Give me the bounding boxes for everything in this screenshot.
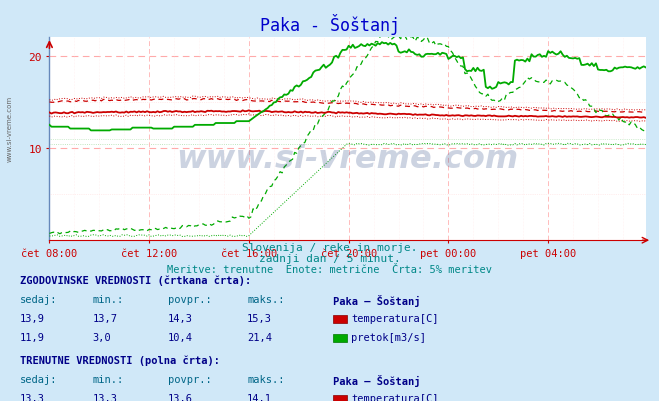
Text: sedaj:: sedaj: — [20, 374, 57, 384]
Text: maks.:: maks.: — [247, 374, 285, 384]
Text: 21,4: 21,4 — [247, 332, 272, 342]
Text: Paka – Šoštanj: Paka – Šoštanj — [333, 374, 420, 386]
Text: Meritve: trenutne  Enote: metrične  Črta: 5% meritev: Meritve: trenutne Enote: metrične Črta: … — [167, 264, 492, 274]
Text: min.:: min.: — [92, 294, 123, 304]
Text: maks.:: maks.: — [247, 294, 285, 304]
Text: 13,7: 13,7 — [92, 313, 117, 323]
Text: 14,1: 14,1 — [247, 393, 272, 401]
Text: sedaj:: sedaj: — [20, 294, 57, 304]
Text: 14,3: 14,3 — [168, 313, 193, 323]
Text: povpr.:: povpr.: — [168, 294, 212, 304]
Text: 10,4: 10,4 — [168, 332, 193, 342]
Text: 13,3: 13,3 — [92, 393, 117, 401]
Text: 11,9: 11,9 — [20, 332, 45, 342]
Text: Paka – Šoštanj: Paka – Šoštanj — [333, 294, 420, 306]
Text: 13,3: 13,3 — [20, 393, 45, 401]
Text: temperatura[C]: temperatura[C] — [351, 313, 439, 323]
Text: Slovenija / reke in morje.: Slovenija / reke in morje. — [242, 243, 417, 253]
Text: Paka - Šoštanj: Paka - Šoštanj — [260, 14, 399, 35]
Text: 13,9: 13,9 — [20, 313, 45, 323]
Text: zadnji dan / 5 minut.: zadnji dan / 5 minut. — [258, 253, 401, 263]
Text: 3,0: 3,0 — [92, 332, 111, 342]
Text: temperatura[C]: temperatura[C] — [351, 393, 439, 401]
Text: pretok[m3/s]: pretok[m3/s] — [351, 332, 426, 342]
Text: www.si-vreme.com: www.si-vreme.com — [7, 95, 13, 161]
Text: ZGODOVINSKE VREDNOSTI (črtkana črta):: ZGODOVINSKE VREDNOSTI (črtkana črta): — [20, 275, 251, 285]
Text: www.si-vreme.com: www.si-vreme.com — [177, 144, 519, 175]
Text: min.:: min.: — [92, 374, 123, 384]
Text: povpr.:: povpr.: — [168, 374, 212, 384]
Text: 15,3: 15,3 — [247, 313, 272, 323]
Text: 13,6: 13,6 — [168, 393, 193, 401]
Text: TRENUTNE VREDNOSTI (polna črta):: TRENUTNE VREDNOSTI (polna črta): — [20, 354, 219, 365]
